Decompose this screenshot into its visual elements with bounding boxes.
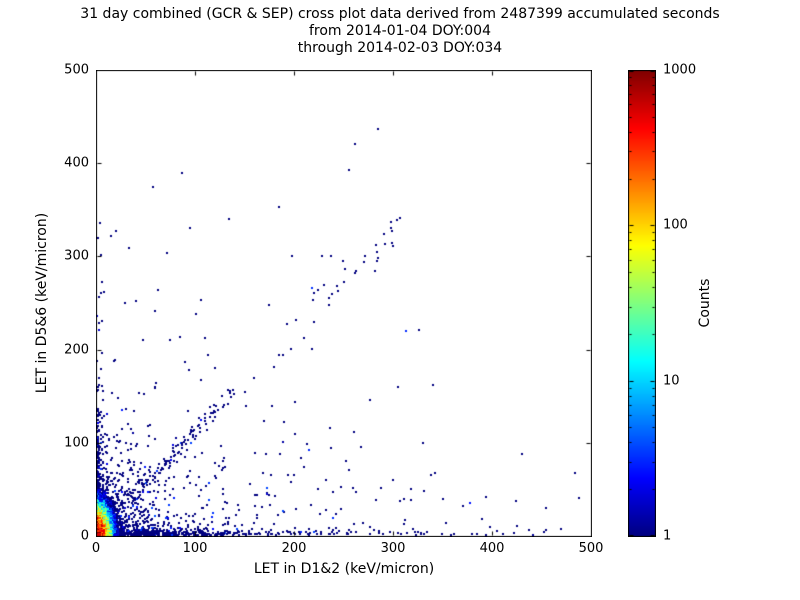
y-tick-label: 300: [64, 248, 89, 264]
x-tick-label: 500: [578, 541, 604, 556]
x-tick-label: 300: [380, 541, 406, 556]
colorbar-tick-label: 1: [663, 528, 672, 544]
y-tick-label: 500: [64, 62, 89, 78]
chart-title-line3: through 2014-02-03 DOY:034: [297, 40, 503, 56]
x-tick-label: 400: [479, 541, 505, 556]
colorbar-tick-label: 10: [663, 373, 680, 389]
colorbar-tick-label: 100: [663, 217, 688, 233]
y-tick-label: 200: [64, 342, 89, 358]
y-axis-label: LET in D5&6 (keV/micron): [34, 212, 50, 394]
y-tick-label: 0: [80, 528, 89, 544]
colorbar-label: Counts: [697, 278, 713, 328]
y-tick-label: 400: [64, 155, 89, 171]
colorbar-tick-label: 1000: [663, 62, 697, 78]
x-axis-label: LET in D1&2 (keV/micron): [253, 561, 435, 577]
colorbar-canvas: [628, 70, 656, 537]
scatter-canvas: [96, 70, 592, 537]
y-tick-label: 100: [64, 435, 89, 451]
chart-title-line1: 31 day combined (GCR & SEP) cross plot d…: [80, 6, 720, 22]
x-tick-label: 200: [281, 541, 307, 556]
x-tick-label: 0: [91, 541, 101, 556]
chart-title-line2: from 2014-01-04 DOY:004: [308, 23, 492, 39]
x-tick-label: 100: [182, 541, 208, 556]
